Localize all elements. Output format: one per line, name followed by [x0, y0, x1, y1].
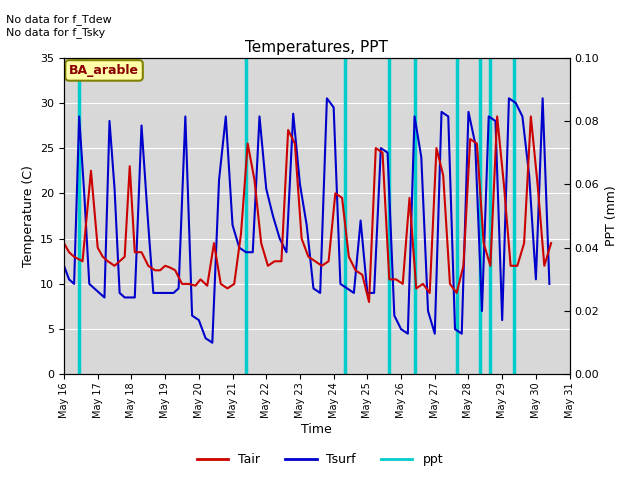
Y-axis label: Temperature (C): Temperature (C)	[22, 165, 35, 267]
Text: No data for f_Tdew
No data for f_Tsky: No data for f_Tdew No data for f_Tsky	[6, 14, 112, 38]
Text: BA_arable: BA_arable	[69, 64, 139, 77]
X-axis label: Time: Time	[301, 423, 332, 436]
Y-axis label: PPT (mm): PPT (mm)	[605, 186, 618, 246]
Title: Temperatures, PPT: Temperatures, PPT	[245, 40, 388, 55]
Legend: Tair, Tsurf, ppt: Tair, Tsurf, ppt	[192, 448, 448, 471]
